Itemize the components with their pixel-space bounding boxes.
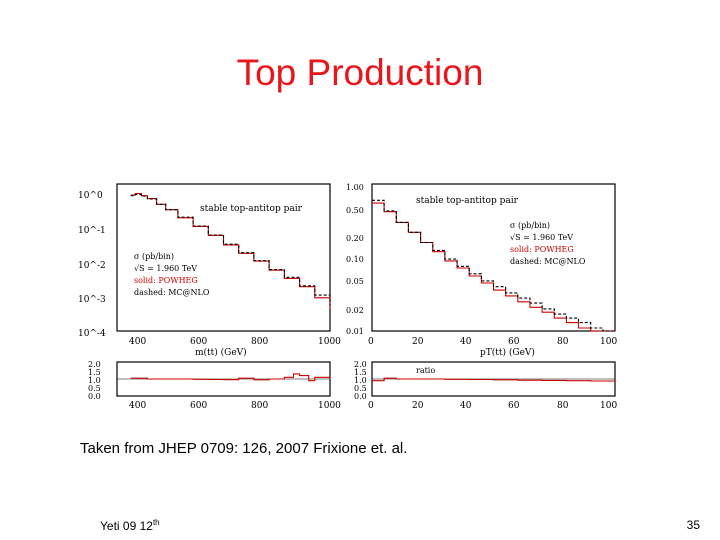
mtt-legend-3: dashed: MC@NLO	[134, 288, 210, 297]
mtt-y-tick-2: 10^-2	[78, 261, 106, 271]
mtt-ratio-y-tick-3: 0.5	[88, 384, 101, 393]
mtt-y-tick-4: 10^-4	[78, 329, 106, 339]
chart-curves	[117, 192, 616, 382]
mtt-x-tick-2: 800	[251, 337, 268, 347]
mtt-legend-0: σ (pb/bin)	[134, 252, 174, 261]
pt-legend-2: solid: POWHEG	[510, 245, 574, 254]
pt-x-tick-2: 40	[460, 337, 472, 347]
pt-y-tick-1: 0.50	[346, 206, 364, 215]
pt-main-frame	[371, 183, 616, 332]
mtt-distribution-series-dashed	[130, 193, 331, 306]
pt-legend-0: σ (pb/bin)	[510, 221, 550, 230]
pt-y-tick-3: 0.10	[346, 255, 364, 264]
mtt-main-frame	[116, 183, 331, 332]
footer-event: Yeti 09 12th	[100, 518, 160, 533]
pt-legend-1: √S = 1.960 TeV	[510, 233, 573, 242]
mtt-panel-title: stable top-antitop pair	[200, 204, 303, 214]
pt-y-tick-0: 1.00	[346, 183, 364, 192]
pt-ratio-x-tick-5: 100	[600, 401, 617, 411]
mtt-ratio-y-tick-4: 0.0	[88, 392, 101, 401]
pt-y-tick-2: 0.20	[346, 234, 364, 243]
pt-ratio-x-tick-3: 60	[508, 401, 520, 411]
mtt-y-tick-3: 10^-3	[78, 295, 106, 305]
mtt-x-tick-1: 600	[190, 337, 207, 347]
mtt-x-tick-3: 1000	[318, 337, 341, 347]
pt-x-tick-4: 80	[557, 337, 569, 347]
pt-ratio-y-tick-2: 1.0	[354, 376, 367, 385]
pt-ratio-y-tick-1: 1.5	[354, 368, 367, 377]
mtt-ratio-y-tick-0: 2.0	[88, 360, 101, 369]
footer-event-main: Yeti 09 12	[100, 519, 153, 533]
mtt-ratio-x-tick-1: 600	[190, 401, 207, 411]
footer-event-sup: th	[152, 518, 160, 527]
mtt-legend-2: solid: POWHEG	[134, 276, 198, 285]
mtt-ratio-x-tick-3: 1000	[318, 401, 341, 411]
pt-panel-title: stable top-antitop pair	[416, 196, 519, 206]
mtt-x-tick-0: 400	[129, 337, 146, 347]
pt-ratio-x-tick-4: 80	[557, 401, 569, 411]
mtt-ratio-x-tick-0: 400	[129, 401, 146, 411]
pt-x-tick-5: 100	[600, 337, 617, 347]
pt-ratio-x-tick-1: 20	[412, 401, 424, 411]
pt-x-tick-3: 60	[508, 337, 520, 347]
pt-ratio-title: ratio	[416, 366, 435, 375]
pt-y-tick-6: 0.01	[346, 327, 364, 336]
mtt-ratio-x-tick-2: 800	[251, 401, 268, 411]
mtt-ratio-y-tick-2: 1.0	[88, 376, 101, 385]
pt-ratio-y-tick-4: 0.0	[354, 392, 367, 401]
pt-legend: σ (pb/bin) √S = 1.960 TeV solid: POWHEG …	[510, 221, 586, 266]
pt-y-tick-5: 0.02	[346, 306, 364, 315]
mtt-y-tick-0: 10^0	[78, 191, 103, 201]
pt-ratio-x-tick-0: 0	[368, 401, 374, 411]
mtt-y-tick-1: 10^-1	[78, 226, 106, 236]
pt-x-label: pT(tt) (GeV)	[480, 347, 535, 358]
pt-distribution-series-solid	[372, 202, 615, 332]
figure-panels: stable top-antitop pair σ (pb/bin) √S = …	[78, 183, 617, 411]
mtt-legend-1: √S = 1.960 TeV	[134, 264, 197, 273]
mtt-ratio-y-tick-1: 1.5	[88, 368, 101, 377]
mtt-ratio-series-solid	[130, 373, 331, 382]
slide-title: Top Production	[236, 52, 484, 93]
mtt-x-label: m(tt) (GeV)	[195, 347, 247, 358]
pt-ratio-y-tick-3: 0.5	[354, 384, 367, 393]
figure-caption: Taken from JHEP 0709: 126, 2007 Frixione…	[80, 440, 408, 457]
pt-legend-3: dashed: MC@NLO	[510, 257, 586, 266]
pt-x-tick-0: 0	[368, 337, 374, 347]
mtt-legend: σ (pb/bin) √S = 1.960 TeV solid: POWHEG …	[134, 252, 210, 297]
pt-ratio-x-tick-2: 40	[460, 401, 472, 411]
page-number: 35	[686, 518, 700, 532]
pt-y-tick-4: 0.05	[346, 277, 364, 286]
pt-ratio-y-tick-0: 2.0	[354, 360, 367, 369]
pt-x-tick-1: 20	[412, 337, 424, 347]
pt-ratio-series-solid	[372, 377, 616, 382]
